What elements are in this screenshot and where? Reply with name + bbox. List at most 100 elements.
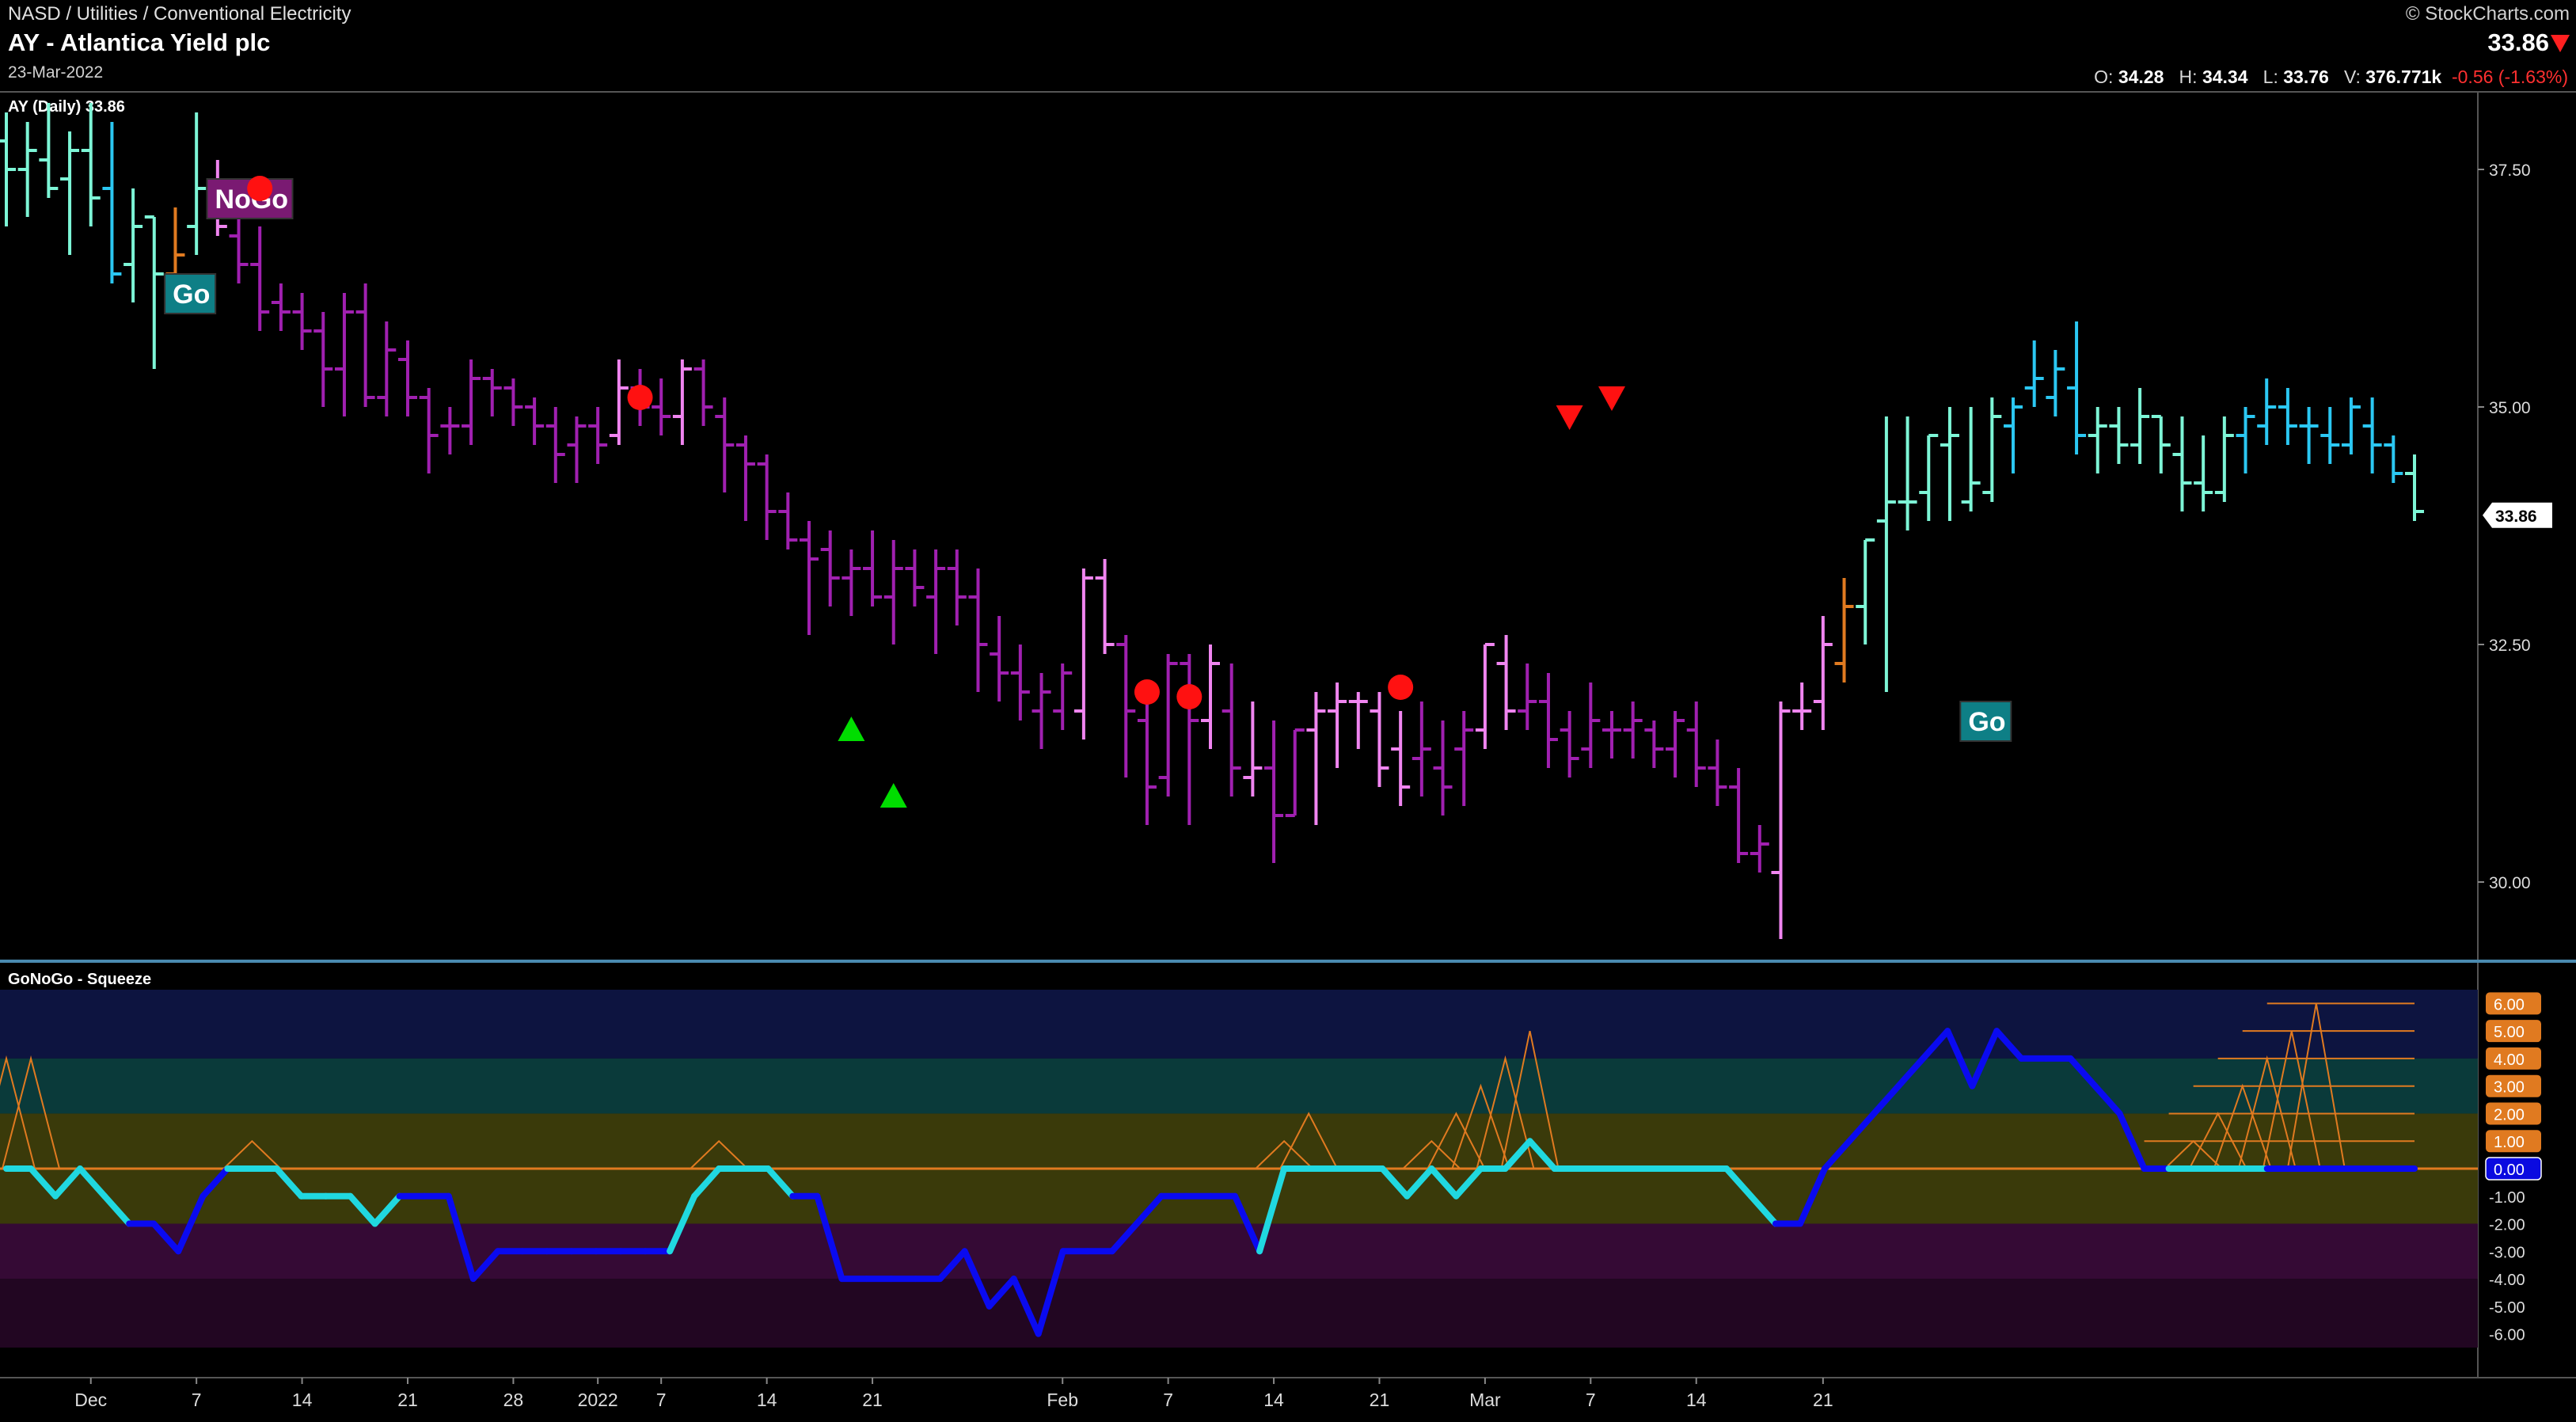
squeeze-tent	[1255, 1139, 1313, 1169]
price-bar	[2194, 435, 2213, 511]
signal-dot	[1134, 679, 1160, 705]
oscillator-segment	[765, 1165, 796, 1200]
price-y-tick-label: 32.50	[2489, 637, 2531, 655]
low-value: 33.76	[2283, 67, 2329, 87]
osc-y-tick-label: -4.00	[2489, 1272, 2525, 1289]
price-bar	[2362, 397, 2382, 473]
price-bar	[2109, 407, 2129, 464]
oscillator-segment	[937, 1248, 968, 1283]
oscillator-segment	[28, 1165, 59, 1200]
price-y-tick-label: 35.00	[2489, 399, 2531, 417]
price-change: -0.56 (-1.63%)	[2451, 67, 2568, 87]
go-label-box	[1959, 701, 2012, 742]
ohlc-readout: O: 34.28 H: 34.34 L: 33.76 V: 376.771k -…	[2094, 67, 2568, 88]
price-bar	[1623, 701, 1643, 759]
price-bar	[1813, 616, 1833, 730]
oscillator-segment	[1747, 1192, 1779, 1227]
price-down-icon	[2551, 35, 2570, 52]
osc-zero-label: 0.00	[2494, 1162, 2525, 1179]
price-bar	[1454, 711, 1474, 806]
x-tick-label: 14	[757, 1390, 777, 1410]
price-bar	[800, 521, 819, 635]
price-bar	[990, 616, 1009, 701]
oscillator-segment	[371, 1192, 403, 1227]
price-bar	[1073, 568, 1093, 740]
source-credit[interactable]: © StockCharts.com	[2405, 3, 2570, 25]
oscillator-segment	[2092, 1082, 2123, 1117]
price-bar	[440, 407, 460, 454]
price-bar	[292, 293, 312, 350]
price-y-tick-label: 37.50	[2489, 162, 2531, 180]
x-tick-label: 14	[1686, 1390, 1707, 1410]
price-bar	[2151, 415, 2171, 473]
oscillator-segment	[1944, 1028, 1976, 1089]
oscillator-segment	[1723, 1165, 1754, 1200]
breadcrumb[interactable]: NASD / Utilities / Conventional Electric…	[8, 3, 351, 25]
price-bar	[525, 397, 545, 445]
price-bar	[1602, 711, 1621, 759]
volume-value: 376.771k	[2365, 67, 2442, 87]
price-bar	[1940, 407, 1959, 521]
osc-y-tick-label: -5.00	[2489, 1299, 2525, 1317]
squeeze-level-badge	[2486, 1047, 2541, 1070]
oscillator-segment	[1453, 1165, 1484, 1200]
price-bar	[17, 122, 37, 217]
osc-y-tick-label: -3.00	[2489, 1244, 2525, 1261]
price-bar	[187, 112, 207, 255]
price-bar	[2320, 407, 2340, 464]
x-tick-label: 21	[1370, 1390, 1390, 1410]
oscillator-segment	[1133, 1192, 1165, 1227]
price-bar	[883, 540, 903, 644]
squeeze-level-label: 2.00	[2494, 1106, 2525, 1124]
oscillator-segment	[1379, 1165, 1411, 1200]
osc-zero-badge	[2485, 1157, 2542, 1181]
signal-dot	[1388, 675, 1414, 700]
signal-triangle-down	[1598, 386, 1625, 411]
x-tick-label: 7	[1586, 1390, 1596, 1410]
oscillator-segment	[77, 1165, 108, 1200]
price-bar	[588, 407, 608, 464]
oscillator-segment	[1920, 1028, 1951, 1062]
price-bar	[1518, 663, 1537, 730]
squeeze-level-badge	[2486, 1102, 2541, 1125]
oscillator-segment	[2116, 1110, 2148, 1172]
price-bar	[1961, 407, 1981, 511]
price-bar	[1348, 692, 1368, 749]
high-value: 34.34	[2202, 67, 2248, 87]
squeeze-tent	[2, 1055, 61, 1169]
osc-y-tick-label: -2.00	[2489, 1217, 2525, 1234]
oscillator-segment	[961, 1248, 993, 1310]
x-tick-label: 21	[397, 1390, 418, 1410]
price-bar	[1771, 701, 1791, 939]
price-bar	[1243, 701, 1263, 797]
oscillator-segment	[347, 1192, 378, 1227]
x-tick-label: 28	[503, 1390, 524, 1410]
squeeze-level-label: 6.00	[2494, 996, 2525, 1013]
price-bar	[1010, 644, 1030, 721]
squeeze-tent	[1402, 1139, 1461, 1169]
signal-dot	[1176, 684, 1203, 709]
oscillator-segment	[1526, 1138, 1558, 1172]
go-label: Go	[1968, 707, 2005, 737]
go-label-box	[164, 273, 217, 314]
price-bar	[1496, 635, 1516, 730]
price-bar	[2172, 416, 2192, 511]
x-tick-label: 7	[656, 1390, 667, 1410]
last-price-tag	[2483, 502, 2552, 528]
price-bar	[757, 454, 777, 540]
oscillator-segment	[986, 1276, 1017, 1310]
price-bar	[1750, 825, 1769, 873]
oscillator-segment	[1993, 1028, 2025, 1062]
signal-dot	[247, 176, 273, 201]
x-tick-label: 14	[292, 1390, 313, 1410]
x-tick-label: 14	[1263, 1390, 1284, 1410]
low-label: L:	[2263, 67, 2278, 87]
x-tick-label: 2022	[578, 1390, 618, 1410]
squeeze-level-label: 1.00	[2494, 1134, 2525, 1151]
oscillator-segment	[667, 1192, 698, 1255]
price-bar	[863, 530, 883, 606]
price-bar	[2067, 321, 2087, 454]
oscillator-segment	[1895, 1055, 1927, 1089]
price-bar	[1982, 397, 2002, 502]
